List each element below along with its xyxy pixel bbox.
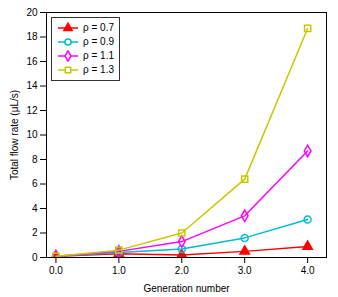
svg-text:0.0: 0.0: [49, 265, 63, 276]
svg-text:3.0: 3.0: [238, 265, 252, 276]
svg-text:Total flow rate (μL/s): Total flow rate (μL/s): [9, 90, 20, 180]
svg-text:1.0: 1.0: [112, 265, 126, 276]
svg-text:2: 2: [32, 227, 38, 238]
html-text:ρ = 1.3: ρ = 1.3: [83, 64, 114, 75]
svg-text:8: 8: [32, 154, 38, 165]
svg-text:10: 10: [26, 129, 38, 140]
svg-text:6: 6: [32, 178, 38, 189]
svg-text:4.0: 4.0: [301, 265, 315, 276]
html-text:ρ = 0.9: ρ = 0.9: [83, 36, 114, 47]
svg-text:14: 14: [26, 80, 38, 91]
svg-text:2.0: 2.0: [175, 265, 189, 276]
svg-text:20: 20: [26, 7, 38, 18]
svg-text:Generation number: Generation number: [143, 283, 230, 294]
svg-text:18: 18: [26, 31, 38, 42]
svg-text:12: 12: [26, 105, 38, 116]
svg-text:0: 0: [32, 252, 38, 263]
svg-text:16: 16: [26, 56, 38, 67]
html-text:ρ = 0.7: ρ = 0.7: [83, 22, 114, 33]
svg-text:4: 4: [32, 203, 38, 214]
html-text:ρ = 1.1: ρ = 1.1: [83, 50, 114, 61]
